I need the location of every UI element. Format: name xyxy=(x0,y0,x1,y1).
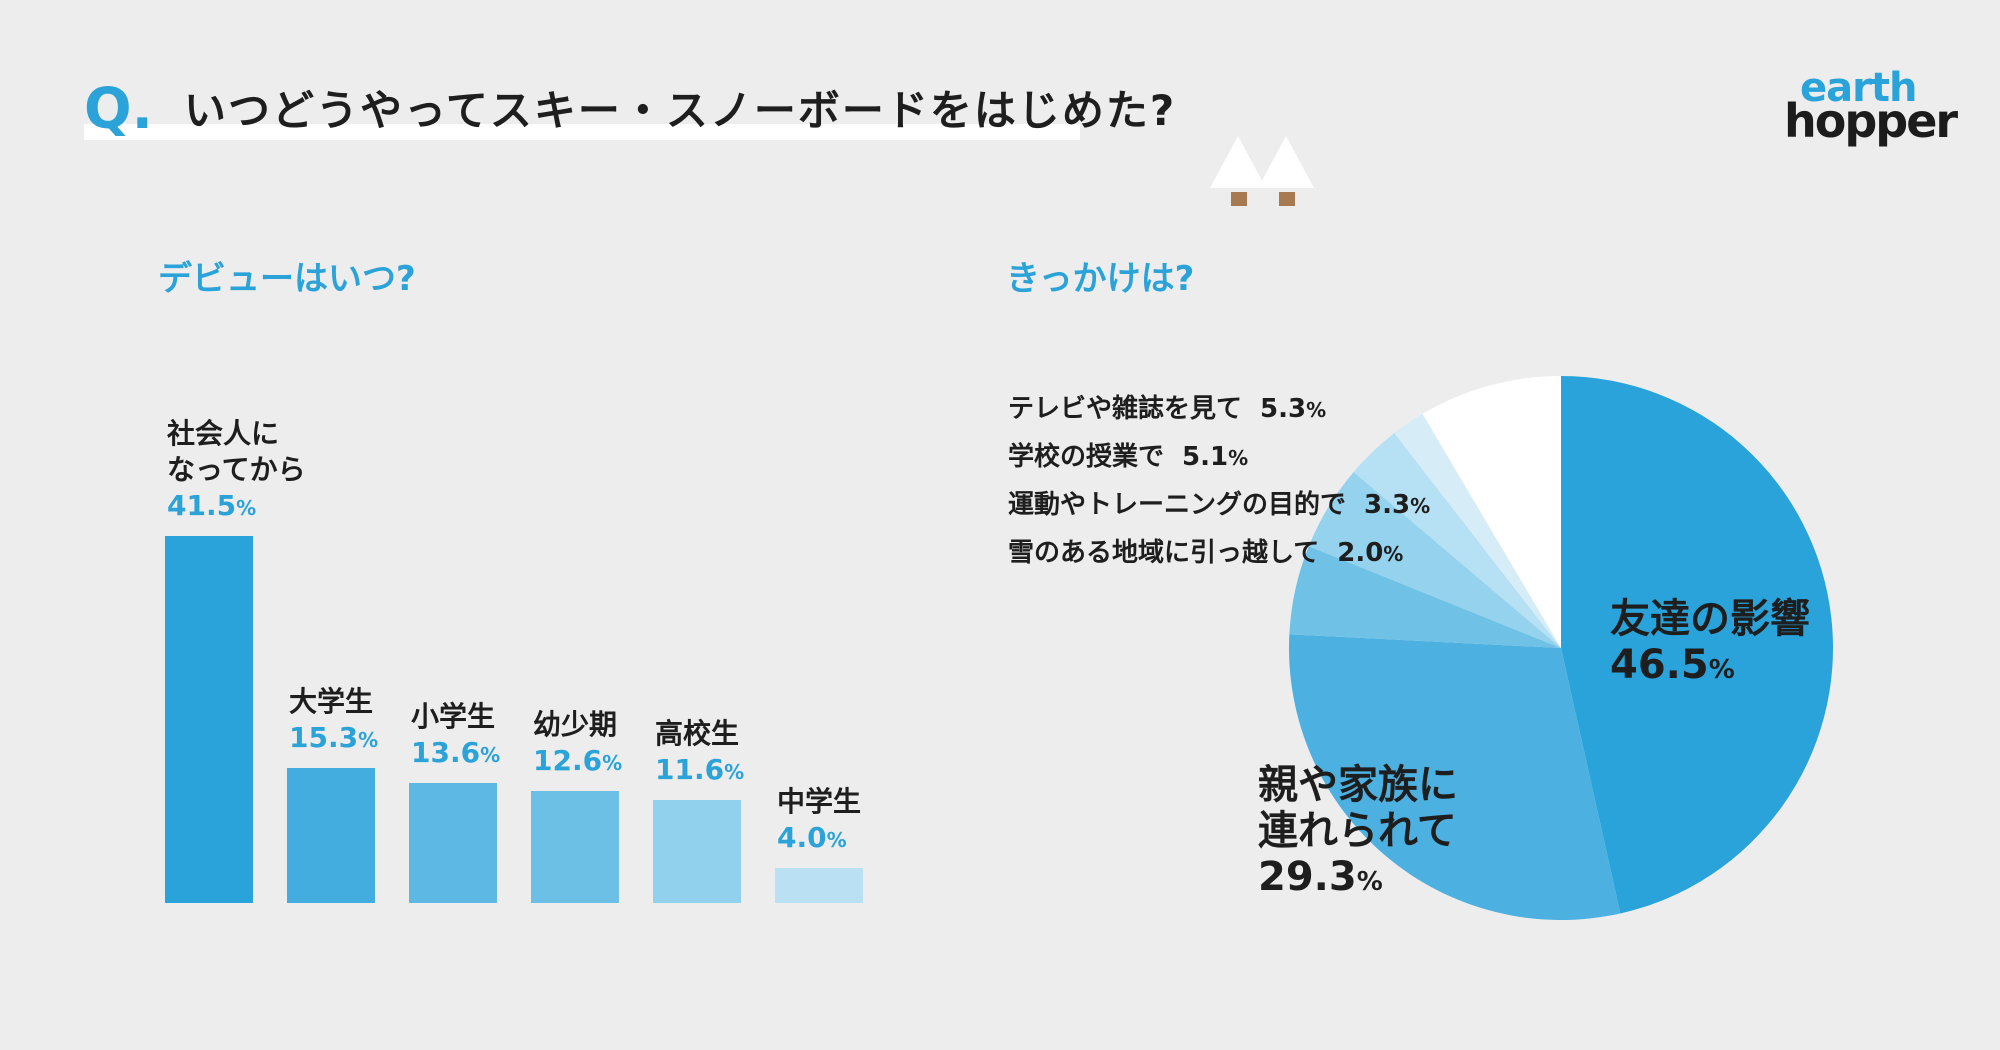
bar-value-number: 11.6 xyxy=(655,753,725,787)
bar-category-text: 幼少期 xyxy=(533,708,618,742)
bar-label-4: 幼少期 12.6% xyxy=(533,707,622,781)
bar-category-text: 小学生 xyxy=(411,699,496,733)
pie-value-number: 46.5 xyxy=(1610,642,1709,688)
percent-sign: % xyxy=(602,751,623,776)
pie-slice-2 xyxy=(1289,634,1621,920)
bar-4 xyxy=(531,791,619,903)
pie-value-number: 5.3 xyxy=(1260,394,1307,424)
percent-sign: % xyxy=(826,827,847,852)
bar-label-6: 中学生 4.0% xyxy=(777,784,861,858)
bar-label-3: 小学生 13.6% xyxy=(411,699,500,773)
pie-slice-4 xyxy=(1308,472,1561,648)
pie-category-text: テレビや雑誌を見て xyxy=(1008,394,1243,424)
bar-value-number: 15.3 xyxy=(289,720,359,754)
pie-category-text: 運動やトレーニングの目的で xyxy=(1008,490,1347,520)
pie-value-number: 2.0 xyxy=(1337,538,1384,568)
pie-category-text: 親や家族に xyxy=(1258,762,1458,808)
bar-1 xyxy=(165,535,253,903)
percent-sign: % xyxy=(1708,655,1735,685)
bar-label-1: 社会人に なってから 41.5% xyxy=(167,416,306,526)
question-mark-label: Q. xyxy=(84,77,153,142)
snowy-trees-icon xyxy=(1210,136,1314,206)
pie-big-label-1: 友達の影響 46.5% xyxy=(1610,596,1810,693)
pie-category-text: 連れられて xyxy=(1258,808,1457,854)
pie-value-label: 29.3% xyxy=(1258,854,1458,905)
bar-2 xyxy=(287,767,375,903)
pie-category-text: 学校の授業で xyxy=(1008,442,1165,472)
bar-value-number: 41.5 xyxy=(167,488,237,522)
pie-big-label-2: 親や家族に 連れられて 29.3% xyxy=(1258,762,1458,905)
bar-value-label: 15.3% xyxy=(289,720,378,758)
pie-small-label-1: テレビや雑誌を見て 5.3% xyxy=(1008,396,1326,422)
question-header: Q. いつどうやってスキー・スノーボードをはじめた? xyxy=(84,77,1174,144)
bar-category-text: 高校生 xyxy=(655,717,740,751)
bar-category-text: 大学生 xyxy=(289,684,374,718)
bar-chart-title: デビューはいつ? xyxy=(158,259,416,299)
bar-label-2: 大学生 15.3% xyxy=(289,684,378,758)
bar-value-number: 4.0 xyxy=(777,820,827,854)
percent-sign: % xyxy=(724,760,745,785)
pie-small-label-2: 学校の授業で 5.1% xyxy=(1008,444,1248,470)
title-underline xyxy=(84,124,1080,140)
bar-6 xyxy=(775,867,863,903)
logo-line-earth: earth xyxy=(1800,65,1917,111)
bar-label-5: 高校生 11.6% xyxy=(655,716,744,790)
bar-3 xyxy=(409,782,497,903)
pie-small-label-4: 雪のある地域に引っ越して 2.0% xyxy=(1008,540,1403,566)
pie-slice-6 xyxy=(1394,413,1561,648)
bar-5 xyxy=(653,800,741,903)
pie-value-number: 3.3 xyxy=(1364,490,1411,520)
pie-slice-7 xyxy=(1422,376,1561,648)
bar-value-label: 11.6% xyxy=(655,752,744,790)
pie-slice-1 xyxy=(1561,376,1833,914)
bar-value-label: 4.0% xyxy=(777,820,861,858)
bar-value-number: 13.6 xyxy=(411,735,481,769)
page-title: いつどうやってスキー・スノーボードをはじめた? xyxy=(184,86,1177,135)
bar-category-text: 中学生 xyxy=(777,784,862,818)
earth-hopper-logo: earth hopper xyxy=(1784,65,1958,144)
bar-category-text: なってから xyxy=(167,452,306,486)
pie-value-label: 46.5% xyxy=(1610,642,1810,693)
bar-value-label: 41.5% xyxy=(167,488,306,526)
bar-value-label: 12.6% xyxy=(533,743,622,781)
percent-sign: % xyxy=(1356,867,1383,897)
pie-category-text: 友達の影響 xyxy=(1610,596,1810,642)
pie-slice-3 xyxy=(1289,546,1561,648)
pie-category-text: 雪のある地域に引っ越して xyxy=(1008,538,1320,568)
percent-sign: % xyxy=(1306,398,1327,422)
percent-sign: % xyxy=(1228,446,1249,470)
pie-value-number: 5.1 xyxy=(1182,442,1229,472)
pie-slice-5 xyxy=(1353,433,1561,648)
percent-sign: % xyxy=(480,742,501,767)
pie-value-number: 29.3 xyxy=(1258,854,1357,900)
pie-small-label-3: 運動やトレーニングの目的で 3.3% xyxy=(1008,492,1430,518)
bar-category-text: 社会人に xyxy=(167,416,280,450)
pie-chart-title: きっかけは? xyxy=(1006,259,1195,299)
logo-line-hopper: hopper xyxy=(1784,94,1958,148)
percent-sign: % xyxy=(1383,542,1404,566)
bar-value-label: 13.6% xyxy=(411,735,500,773)
bar-value-number: 12.6 xyxy=(533,744,603,778)
percent-sign: % xyxy=(1410,494,1431,518)
percent-sign: % xyxy=(236,495,257,520)
percent-sign: % xyxy=(358,727,379,752)
